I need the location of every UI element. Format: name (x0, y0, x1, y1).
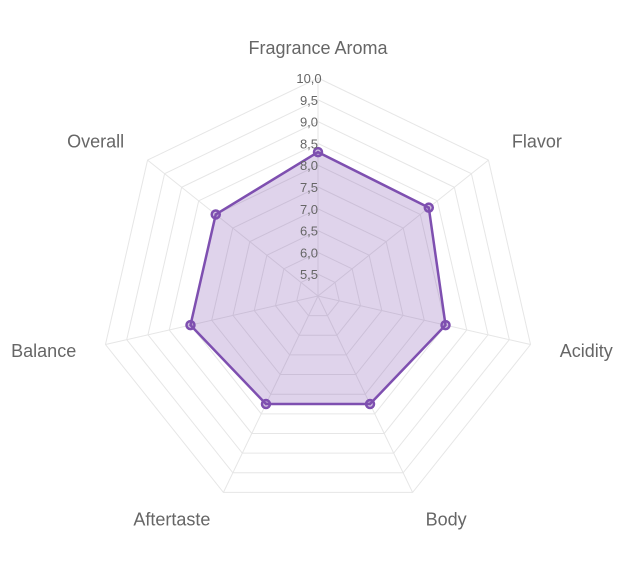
tick-label: 9,5 (300, 93, 318, 108)
grid-ring (253, 230, 383, 356)
grid-spoke (317, 295, 531, 345)
data-point (423, 202, 435, 213)
data-area (189, 150, 447, 406)
grid-ring (211, 186, 425, 395)
grid-ring (104, 77, 532, 493)
axis-label: Acidity (560, 341, 613, 361)
grid-spoke (317, 159, 489, 297)
tick-label: 10,0 (296, 71, 321, 86)
tick-label: 8,5 (300, 136, 318, 151)
grid-spoke (317, 295, 414, 493)
grid-ring (126, 99, 510, 474)
tick-label: 9,0 (300, 115, 318, 130)
tick-label: 6,5 (300, 224, 318, 239)
tick-label: 6,0 (300, 245, 318, 260)
tick-label: 5,5 (300, 267, 318, 282)
data-point (210, 209, 221, 220)
axis-label: Body (426, 509, 467, 529)
data-point (440, 319, 451, 331)
grid-ring (296, 273, 340, 317)
tick-label: 7,5 (300, 180, 318, 195)
axis-label: Flavor (512, 131, 562, 151)
grid-ring (147, 121, 489, 454)
grid-ring (168, 142, 468, 434)
grid-spoke (147, 159, 319, 297)
data-point (312, 146, 324, 158)
data-point (260, 398, 272, 410)
grid-ring (232, 208, 404, 376)
grid-spoke (105, 295, 319, 345)
tick-label: 8,0 (300, 158, 318, 173)
axis-label: Aftertaste (133, 509, 210, 529)
grid-ring (274, 251, 362, 336)
data-point (185, 319, 196, 331)
grid-spoke (222, 295, 319, 493)
axis-label: Balance (11, 341, 76, 361)
data-point (364, 398, 376, 410)
tick-label: 7,0 (300, 202, 318, 217)
axis-label: Fragrance Aroma (248, 38, 388, 58)
axis-label: Overall (67, 131, 124, 151)
